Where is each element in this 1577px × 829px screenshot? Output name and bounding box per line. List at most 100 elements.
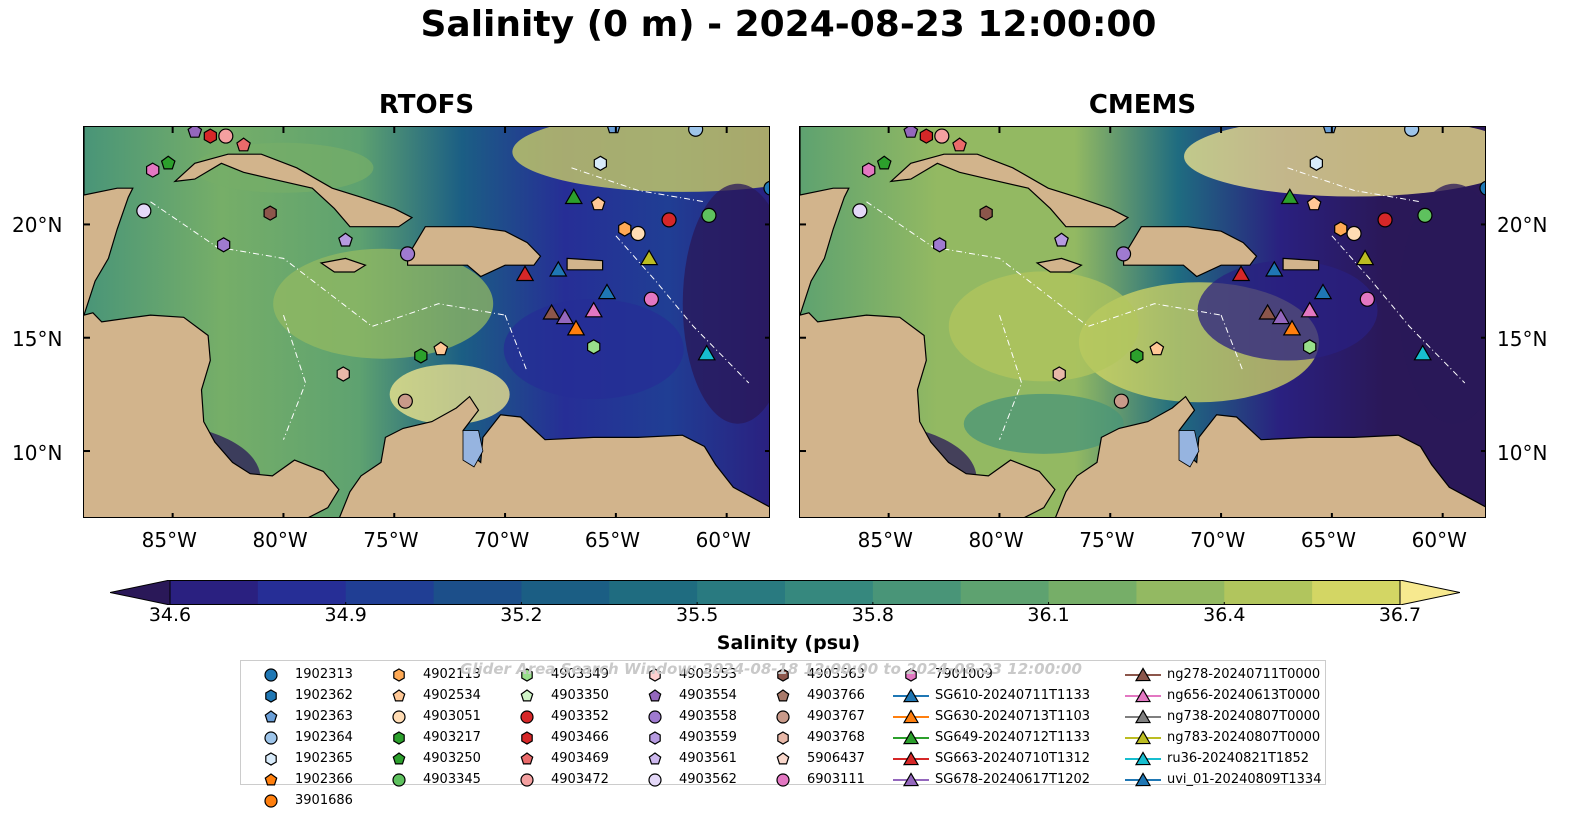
salinity-feature: [273, 248, 494, 359]
observation-marker: [336, 366, 350, 382]
legend-label: 1902363: [295, 709, 353, 724]
colorbar-extend-low: [109, 579, 171, 606]
legend-marker-icon: [264, 668, 278, 682]
legend-label: 4903345: [423, 772, 481, 787]
legend-marker-icon: [648, 752, 662, 765]
observation-marker: [1359, 291, 1375, 307]
legend-marker-icon: [520, 773, 534, 787]
salinity-feature: [512, 127, 769, 192]
observation-marker: [1306, 196, 1322, 211]
observation-marker: [218, 128, 234, 144]
lon-label-rtofs: 85°W: [141, 528, 197, 552]
observation-marker: [555, 308, 575, 325]
legend-marker: [520, 773, 534, 787]
legend-marker: [777, 668, 789, 682]
observation-marker: [549, 260, 568, 277]
legend-marker: [1134, 730, 1152, 745]
legend-marker-icon: [520, 710, 534, 724]
observation-marker: [1280, 188, 1299, 205]
legend-marker: [520, 689, 534, 702]
colorbar-segment: [872, 580, 962, 605]
observation-marker: [1300, 301, 1319, 318]
legend-marker: [648, 689, 662, 702]
legend-label: 4903558: [679, 709, 737, 724]
eez-boundary: [504, 314, 528, 372]
legend-marker-icon: [648, 689, 662, 702]
colorbar-segment: [1312, 580, 1401, 605]
lat-label-right-15: 15°N: [1497, 327, 1548, 351]
observation-marker: [1231, 265, 1251, 282]
legend-label: 4903472: [551, 772, 609, 787]
observation-marker: [1258, 303, 1277, 320]
lon-label-rtofs: 70°W: [474, 528, 530, 552]
legend-marker-icon: [265, 689, 277, 703]
legend-label: 4903349: [551, 667, 609, 682]
salinity-map-cmems: [800, 127, 1485, 517]
observation-marker: [515, 265, 535, 282]
observation-marker: [1265, 260, 1284, 277]
lake-maracaibo: [1178, 430, 1200, 468]
lon-label-rtofs: 80°W: [252, 528, 308, 552]
legend-marker: [264, 794, 278, 808]
legend-label: 7901009: [935, 667, 993, 682]
legend-marker: [393, 731, 405, 745]
legend-marker-icon: [1125, 751, 1161, 766]
legend-marker: [776, 710, 790, 724]
legend-marker-icon: [893, 709, 929, 724]
legend-marker: [777, 731, 789, 745]
legend-marker-icon: [649, 731, 661, 745]
observation-marker: [933, 237, 947, 253]
legend-label: 1902362: [295, 688, 353, 703]
legend-label: 4903466: [551, 730, 609, 745]
observation-marker: [861, 162, 876, 178]
observation-marker: [1323, 127, 1337, 134]
observation-marker: [136, 203, 152, 219]
legend-label: 4903563: [807, 667, 865, 682]
observation-marker: [618, 221, 632, 237]
legend-marker: [264, 668, 278, 682]
colorbar-segment: [433, 580, 522, 605]
observation-marker: [160, 155, 176, 170]
colorbar-tick-label: 35.2: [500, 604, 543, 626]
observation-marker: [263, 205, 277, 221]
observation-marker: [1334, 221, 1348, 237]
observation-marker: [919, 128, 933, 144]
salinity-map-rtofs: [84, 127, 769, 517]
observation-marker: [701, 207, 717, 223]
lon-label-cmems: 75°W: [1079, 528, 1135, 552]
legend-label: 4903767: [807, 709, 865, 724]
land-cuba: [173, 153, 414, 228]
eez-boundary: [571, 167, 705, 203]
legend-marker: [392, 710, 406, 724]
colorbar-tick-label: 35.5: [675, 604, 719, 626]
colorbar: [109, 579, 1461, 606]
legend-marker: [392, 689, 406, 702]
colorbar-segment: [257, 580, 347, 605]
legend-label: ng783-20240807T0000: [1167, 730, 1321, 745]
observation-marker: [566, 319, 586, 336]
legend-marker: [520, 710, 534, 724]
legend-label: ng656-20240613T0000: [1167, 688, 1321, 703]
observation-marker: [1271, 308, 1291, 325]
land-jamaica: [319, 257, 367, 273]
map-panel-cmems: [799, 126, 1486, 518]
legend-marker: [264, 773, 278, 786]
legend-marker: [902, 751, 920, 766]
legend-marker-icon: [1125, 772, 1161, 787]
legend-marker: [649, 668, 661, 682]
lon-label-cmems: 70°W: [1190, 528, 1246, 552]
legend-marker-icon: [893, 751, 929, 766]
legend-marker-icon: [776, 689, 790, 702]
legend-label: SG630-20240713T1103: [935, 709, 1091, 724]
legend-label: ru36-20240821T1852: [1167, 751, 1310, 766]
lon-label-cmems: 65°W: [1300, 528, 1357, 552]
salinity-feature: [1197, 260, 1378, 361]
legend-marker: [1134, 667, 1152, 682]
lon-label-cmems: 60°W: [1411, 528, 1467, 552]
observation-marker: [1052, 366, 1066, 382]
observation-marker: [414, 348, 428, 364]
legend-label: 6903111: [807, 772, 865, 787]
observation-marker: [587, 339, 601, 355]
legend-marker: [393, 668, 405, 682]
legend-marker-icon: [893, 772, 929, 787]
